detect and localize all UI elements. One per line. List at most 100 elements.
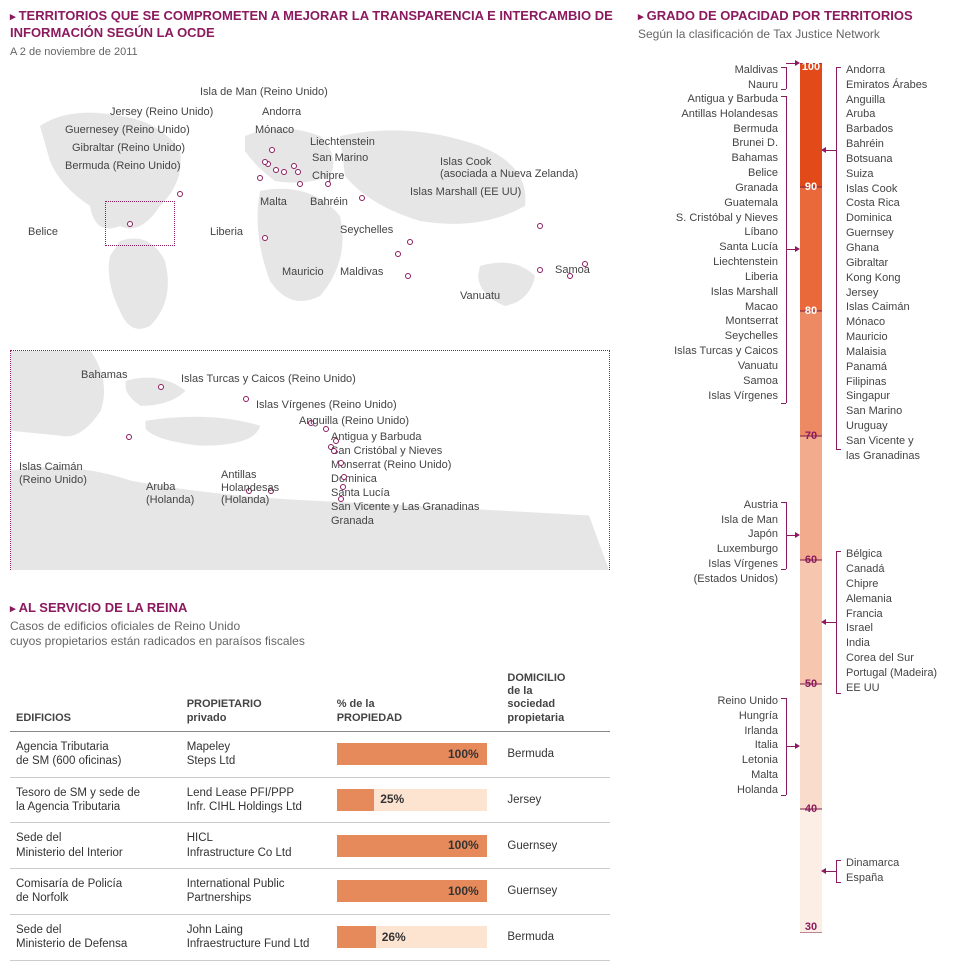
arrow-icon [795, 743, 800, 749]
cell-building: Tesoro de SM y sede dela Agencia Tributa… [10, 777, 181, 823]
map-label: Andorra [262, 106, 301, 119]
scale-tick: 50 [800, 678, 822, 690]
map-point [338, 460, 344, 466]
cell-owner: HICLInfrastructure Co Ltd [181, 823, 331, 869]
cell-pct: 26% [331, 914, 502, 960]
map-label: Dominica [331, 473, 377, 486]
table-title: AL SERVICIO DE LA REINA [10, 600, 610, 617]
map-label: Monserrat (Reino Unido) [331, 459, 451, 472]
cell-owner: Lend Lease PFI/PPPInfr. CIHL Holdings Lt… [181, 777, 331, 823]
map-point [243, 396, 249, 402]
scale-tick: 60 [800, 554, 822, 566]
bar-label: 100% [448, 743, 479, 765]
scale-segment [800, 684, 822, 808]
map-inset-highlight [105, 201, 175, 246]
connector [836, 860, 841, 861]
table-subtitle: Casos de edificios oficiales de Reino Un… [10, 619, 610, 650]
scale-segment [800, 436, 822, 560]
table-row: Tesoro de SM y sede dela Agencia Tributa… [10, 777, 610, 823]
map-label: San Cristóbal y Nieves [331, 445, 442, 458]
map-label: Chipre [312, 170, 344, 183]
arrow-icon [821, 619, 826, 625]
map-label: Samoa [555, 264, 590, 277]
map-label: Islas Marshall (EE UU) [410, 186, 521, 199]
map-label: Islas Caimán(Reino Unido) [19, 461, 87, 486]
connector [781, 569, 786, 570]
map-point [177, 191, 183, 197]
cell-pct: 100% [331, 731, 502, 777]
map-point [291, 163, 297, 169]
map-point [537, 267, 543, 273]
connector [781, 795, 786, 796]
scale-segment [800, 311, 822, 435]
cell-owner: MapeleySteps Ltd [181, 731, 331, 777]
table-header: PROPIETARIOprivado [181, 668, 331, 731]
cell-domicile: Bermuda [501, 731, 610, 777]
bar-track: 100% [337, 743, 487, 765]
table-header: DOMICILIOde lasociedadpropietaria [501, 668, 610, 731]
world-map: Isla de Man (Reino Unido)Jersey (Reino U… [10, 66, 610, 346]
bar-track: 25% [337, 789, 487, 811]
table-header: % de laPROPIEDAD [331, 668, 502, 731]
map-point [338, 496, 344, 502]
arrow-icon [821, 147, 826, 153]
map-label: Guernesey (Reino Unido) [65, 124, 190, 137]
map-point [395, 251, 401, 257]
map-label: AntillasHolandesas(Holanda) [221, 469, 279, 507]
map-label: Antigua y Barbuda [331, 431, 422, 444]
cell-pct: 100% [331, 869, 502, 915]
cell-pct: 25% [331, 777, 502, 823]
opacity-chart: 10090807060504030MaldivasNauruAndorraEmi… [638, 63, 973, 963]
map-title: TERRITORIOS QUE SE COMPROMETEN A MEJORAR… [10, 8, 620, 42]
scale-segment [800, 187, 822, 311]
scale-tick: 80 [800, 305, 822, 317]
map-label: Anguilla (Reino Unido) [299, 415, 409, 428]
map-point [297, 181, 303, 187]
scale-tick: 90 [800, 181, 822, 193]
connector [836, 551, 837, 693]
map-point [281, 169, 287, 175]
map-point [126, 434, 132, 440]
map-label: Islas Cook(asociada a Nueva Zelanda) [440, 156, 578, 181]
opacity-group: MaldivasNauru [638, 63, 778, 93]
arrow-icon [821, 868, 826, 874]
map-point [273, 167, 279, 173]
connector [781, 698, 786, 699]
scale-tick: 100 [800, 61, 822, 73]
map-point [262, 235, 268, 241]
map-label: Seychelles [340, 224, 393, 237]
connector [836, 67, 841, 68]
connector [836, 693, 841, 694]
map-label: Malta [260, 196, 287, 209]
map-date: A 2 de noviembre de 2011 [10, 46, 620, 58]
map-label: Mauricio [282, 266, 324, 279]
table-header: EDIFICIOS [10, 668, 181, 731]
connector [781, 96, 786, 97]
opacity-group: BélgicaCanadáChipreAlemaniaFranciaIsrael… [846, 547, 976, 695]
map-point [127, 221, 133, 227]
cell-building: Agencia Tributariade SM (600 oficinas) [10, 731, 181, 777]
cell-domicile: Bermuda [501, 914, 610, 960]
opacity-group: Reino UnidoHungríaIrlandaItaliaLetoniaMa… [638, 694, 778, 798]
scale-segment [800, 63, 822, 187]
map-point [341, 474, 347, 480]
table-row: Sede delMinisterio del InteriorHICLInfra… [10, 823, 610, 869]
bar-label: 100% [448, 880, 479, 902]
cell-building: Comisaría de Policíade Norfolk [10, 869, 181, 915]
map-label: Bermuda (Reino Unido) [65, 160, 181, 173]
table-row: Sede delMinisterio de DefensaJohn LaingI… [10, 914, 610, 960]
map-label: Maldivas [340, 266, 383, 279]
map-point [359, 195, 365, 201]
bar-track: 100% [337, 880, 487, 902]
map-label: Bahamas [81, 369, 127, 382]
scale-tick: 40 [800, 803, 822, 815]
connector [781, 67, 786, 68]
map-label: Islas Turcas y Caicos (Reino Unido) [181, 373, 356, 386]
map-label: Bahréin [310, 196, 348, 209]
map-label: Mónaco [255, 124, 294, 137]
arrow-icon [795, 532, 800, 538]
cell-domicile: Guernsey [501, 869, 610, 915]
connector [836, 551, 841, 552]
map-point [295, 169, 301, 175]
opacity-group: Antigua y BarbudaAntillas HolandesasBerm… [638, 92, 778, 404]
